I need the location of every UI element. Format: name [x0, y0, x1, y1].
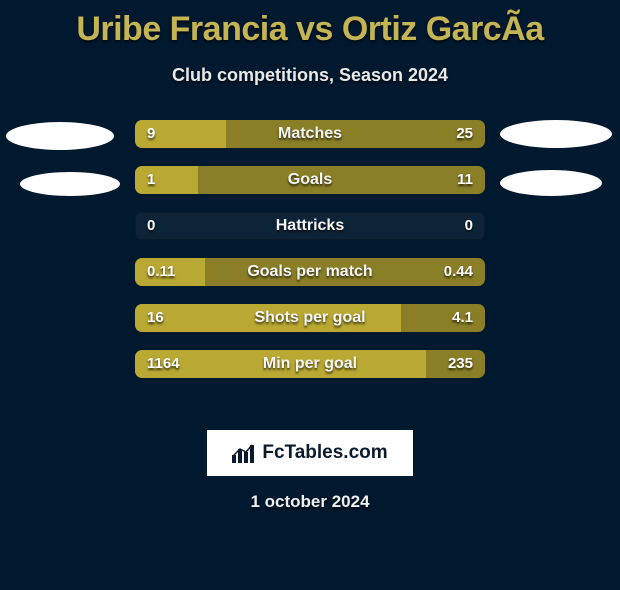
- stat-bar-right: [401, 304, 485, 332]
- player-right-avatar-2: [500, 170, 602, 196]
- comparison-arena: Matches925 Goals111 Hattricks0 0 Goals per m…: [0, 120, 620, 420]
- page-title: Uribe Francia vs Ortiz GarcÃa: [0, 10, 620, 49]
- stat-bar-left: [135, 350, 426, 378]
- footer-date: 1 october 2024: [0, 492, 620, 512]
- player-right-avatar-1: [500, 120, 612, 148]
- stat-bars-container: Matches925 Goals111 Hattricks0 0 Goals per m…: [135, 120, 485, 396]
- stat-bar-left: [135, 166, 198, 194]
- stat-bar-right: [426, 350, 486, 378]
- logo-box: FcTables.com: [207, 430, 413, 476]
- stat-row: Goals per match0.110.44: [135, 258, 485, 286]
- stat-value-left: 0: [147, 212, 155, 240]
- stat-row: Shots per goal164.1: [135, 304, 485, 332]
- logo-text: FcTables.com: [262, 442, 387, 464]
- stat-value-right: 0: [465, 212, 473, 240]
- stat-bar-left: [135, 304, 401, 332]
- stat-bar-right: [198, 166, 485, 194]
- stat-bar-left: [135, 258, 205, 286]
- player-left-avatar-2: [20, 172, 120, 196]
- player-left-avatar-1: [6, 122, 114, 150]
- stat-row: Matches925: [135, 120, 485, 148]
- stat-row: Min per goal1164235: [135, 350, 485, 378]
- stat-bar-left: [135, 120, 226, 148]
- stat-row: Goals111: [135, 166, 485, 194]
- stat-row: Hattricks0 0: [135, 212, 485, 240]
- fctables-bars-icon: [232, 443, 256, 463]
- stat-bar-right: [226, 120, 485, 148]
- subtitle: Club competitions, Season 2024: [0, 65, 620, 86]
- stat-label: Hattricks: [135, 212, 485, 240]
- stat-bar-right: [205, 258, 485, 286]
